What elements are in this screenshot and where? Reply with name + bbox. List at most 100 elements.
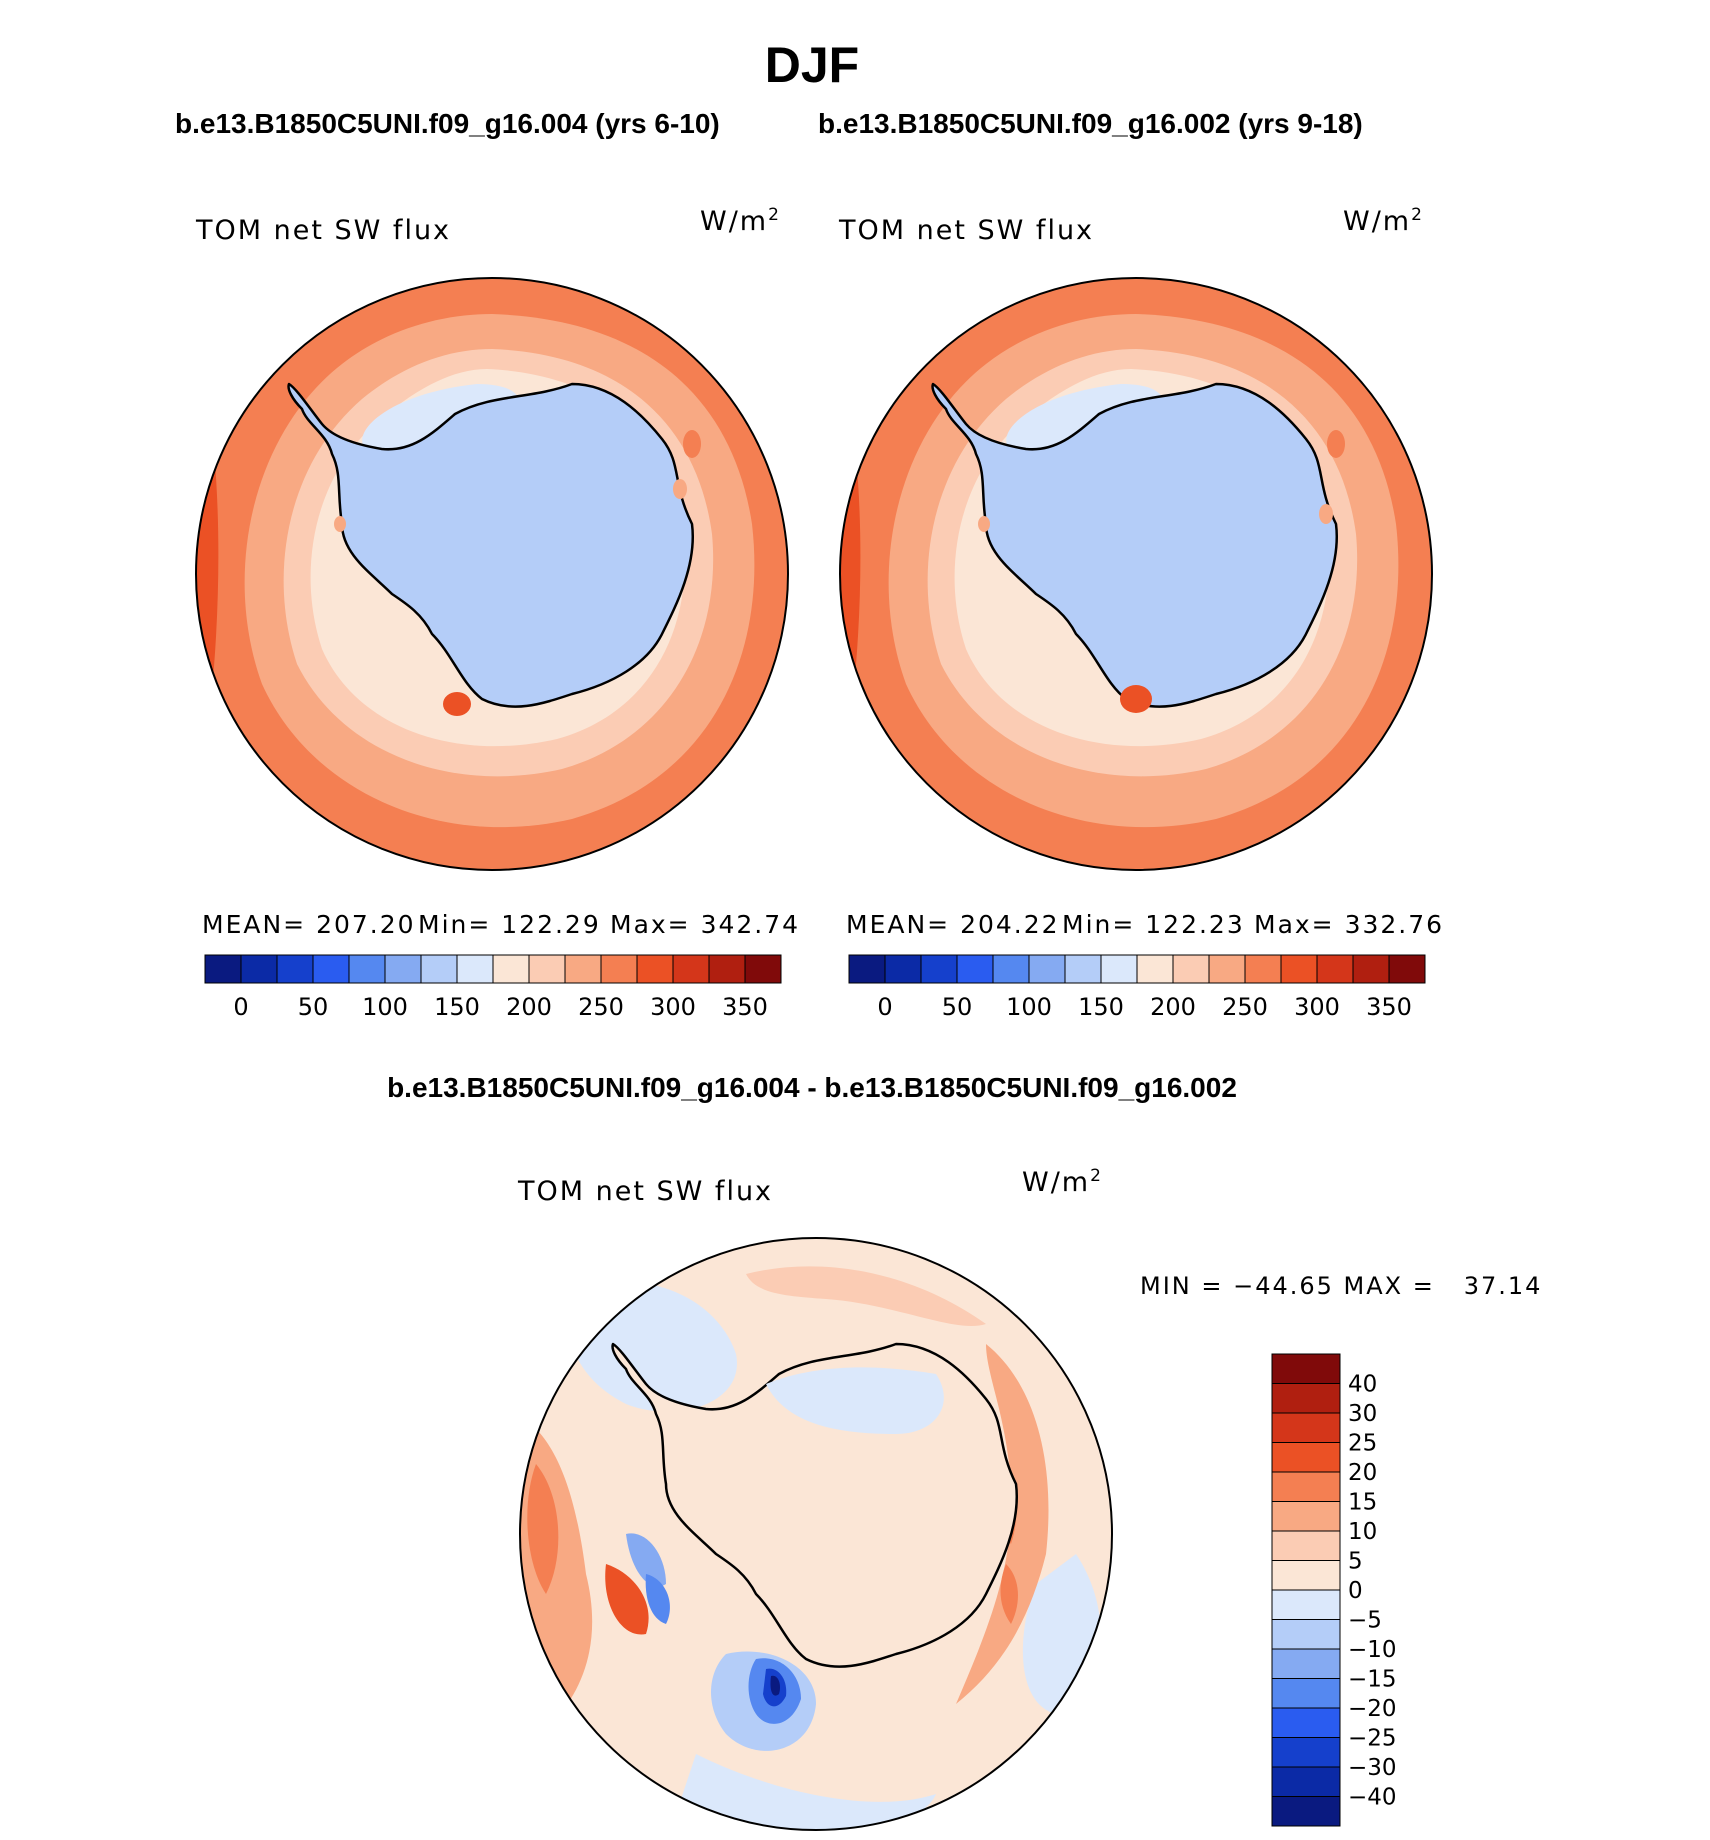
subtitle-right: b.e13.B1850C5UNI.f09_g16.002 (yrs 9-18): [818, 108, 1363, 139]
colorbar-box: [204, 954, 242, 984]
colorbar-label: 5: [1348, 1549, 1363, 1575]
colorbar-box: [492, 954, 530, 984]
colorbar-box: [564, 954, 602, 984]
colorbar-label: 0: [1348, 1578, 1363, 1604]
colorbar-box: [848, 954, 886, 984]
colorbar-box: [1352, 954, 1390, 984]
colorbar-label: 350: [722, 993, 768, 1021]
colorbar-label: 350: [1366, 993, 1412, 1021]
colorbar-box: [920, 954, 958, 984]
colorbar-box: [348, 954, 386, 984]
colorbar-box: [312, 954, 350, 984]
colorbar-box: [240, 954, 278, 984]
colorbar-label: 30: [1348, 1401, 1377, 1427]
right-min: Min= 122.23: [1062, 910, 1245, 939]
left-max: Max= 342.74: [610, 910, 801, 939]
colorbar-box: [1064, 954, 1102, 984]
colorbar-box: [1028, 954, 1066, 984]
colorbar-box: [1172, 954, 1210, 984]
colorbar-box: [1271, 1353, 1341, 1384]
left-antarctica: [287, 382, 695, 708]
colorbar-box: [1280, 954, 1318, 984]
colorbar-box: [1271, 1412, 1341, 1443]
diff-variable-label: TOM net SW flux: [518, 1176, 774, 1207]
colorbar-box: [992, 954, 1030, 984]
colorbar-box: [384, 954, 422, 984]
colorbar-label: 100: [1006, 993, 1052, 1021]
colorbar-box: [1271, 1589, 1341, 1620]
right-polar-map: [839, 277, 1433, 871]
colorbar-label: 150: [1078, 993, 1124, 1021]
colorbar-label: 25: [1348, 1431, 1377, 1457]
diff-units-label: W/m2: [1022, 1166, 1103, 1198]
colorbar-box: [420, 954, 458, 984]
colorbar-box: [1271, 1530, 1341, 1561]
colorbar-box: [1100, 954, 1138, 984]
colorbar-label: 15: [1348, 1490, 1377, 1516]
left-min: Min= 122.29: [418, 910, 601, 939]
colorbar-box: [1271, 1471, 1341, 1502]
diff-title: b.e13.B1850C5UNI.f09_g16.004 - b.e13.B18…: [387, 1072, 1237, 1103]
colorbar-box: [1136, 954, 1174, 984]
colorbar-label: −40: [1348, 1785, 1397, 1811]
colorbar-label: 300: [650, 993, 696, 1021]
colorbar-label: −5: [1348, 1608, 1382, 1634]
right-mean: MEAN= 204.22: [846, 910, 1060, 939]
colorbar-box: [1208, 954, 1246, 984]
colorbar-box: [1271, 1678, 1341, 1709]
colorbar-label: 100: [362, 993, 408, 1021]
colorbar-box: [1271, 1501, 1341, 1532]
colorbar-label: −15: [1348, 1667, 1397, 1693]
colorbar-box: [1271, 1707, 1341, 1738]
colorbar-label: 200: [1150, 993, 1196, 1021]
left-mean: MEAN= 207.20: [202, 910, 416, 939]
colorbar-label: 0: [233, 993, 248, 1021]
right-max: Max= 332.76: [1254, 910, 1445, 939]
colorbar-box: [600, 954, 638, 984]
colorbar-box: [708, 954, 746, 984]
left-variable-label: TOM net SW flux: [196, 215, 452, 246]
colorbar-label: 250: [1222, 993, 1268, 1021]
colorbar-box: [636, 954, 674, 984]
colorbar-label: −20: [1348, 1696, 1397, 1722]
colorbar-box: [456, 954, 494, 984]
colorbar-box: [1271, 1442, 1341, 1473]
colorbar-box: [1271, 1766, 1341, 1797]
colorbar-box: [1244, 954, 1282, 984]
main-title: DJF: [764, 37, 860, 93]
colorbar-label: 20: [1348, 1460, 1377, 1486]
left-polar-map: [195, 277, 789, 871]
diff-minmax: MIN = −44.65 MAX = 37.14: [1140, 1272, 1543, 1300]
colorbar-label: 0: [877, 993, 892, 1021]
colorbar-box: [1271, 1619, 1341, 1650]
colorbar-label: 200: [506, 993, 552, 1021]
colorbar-label: 50: [298, 993, 329, 1021]
left-units-label: W/m2: [700, 205, 781, 237]
diff-polar-map: [519, 1237, 1113, 1831]
colorbar-box: [1271, 1383, 1341, 1414]
colorbar-label: 150: [434, 993, 480, 1021]
right-units-label: W/m2: [1343, 205, 1424, 237]
colorbar-box: [1316, 954, 1354, 984]
colorbar-box: [884, 954, 922, 984]
colorbar-box: [276, 954, 314, 984]
colorbar-box: [1271, 1560, 1341, 1591]
colorbar-box: [528, 954, 566, 984]
diff-colorbar: 40 30 25 20 15 10 5 0 −5 −10 −15 −20 −25 −30 −40: [1271, 1353, 1397, 1827]
colorbar-label: 300: [1294, 993, 1340, 1021]
colorbar-label: 10: [1348, 1519, 1377, 1545]
right-colorbar: 0 50 100 150 200 250 300 350: [848, 954, 1426, 1021]
colorbar-box: [1271, 1796, 1341, 1827]
colorbar-box: [1388, 954, 1426, 984]
subtitle-left: b.e13.B1850C5UNI.f09_g16.004 (yrs 6-10): [175, 108, 720, 139]
colorbar-box: [744, 954, 782, 984]
right-antarctica: [931, 382, 1339, 708]
colorbar-box: [1271, 1737, 1341, 1768]
colorbar-box: [672, 954, 710, 984]
colorbar-label: 250: [578, 993, 624, 1021]
colorbar-label: −30: [1348, 1755, 1397, 1781]
colorbar-label: −10: [1348, 1637, 1397, 1663]
colorbar-label: 50: [942, 993, 973, 1021]
colorbar-box: [1271, 1648, 1341, 1679]
colorbar-label: 40: [1348, 1372, 1377, 1398]
